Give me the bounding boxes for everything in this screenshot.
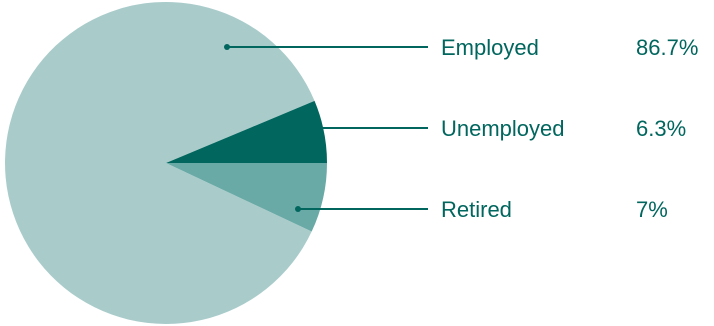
- label-retired: Retired: [441, 197, 512, 222]
- slice-employed: [5, 2, 315, 325]
- leader-dot-retired: [295, 206, 301, 212]
- label-unemployed: Unemployed: [441, 116, 565, 141]
- slice-labels: Employed 86.7% Unemployed 6.3% Retired 7%: [441, 35, 698, 222]
- slice-unemployed: [166, 100, 327, 163]
- pie-slices: [5, 2, 327, 325]
- leader-dot-employed: [224, 44, 230, 50]
- slice-retired: [166, 163, 327, 232]
- value-retired: 7%: [636, 197, 668, 222]
- value-unemployed: 6.3%: [636, 116, 686, 141]
- value-employed: 86.7%: [636, 35, 698, 60]
- label-employed: Employed: [441, 35, 539, 60]
- leader-lines: [224, 44, 428, 212]
